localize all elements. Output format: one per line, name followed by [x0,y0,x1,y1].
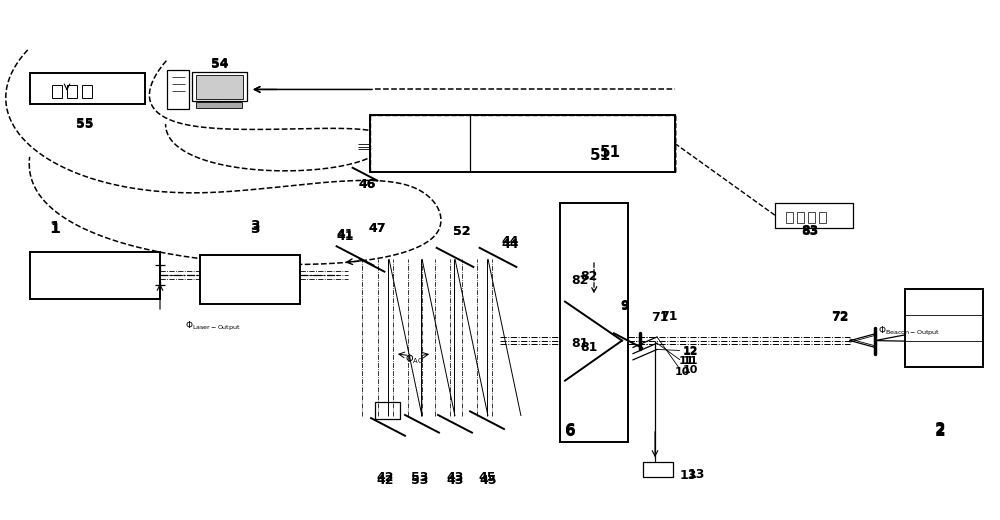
Text: 72: 72 [831,310,849,323]
Text: 10: 10 [683,365,698,375]
Text: 82: 82 [571,274,589,287]
Text: 54: 54 [211,57,229,70]
Text: 12: 12 [683,346,698,357]
Text: 55: 55 [76,118,94,131]
Text: 83: 83 [801,225,819,238]
Text: 10: 10 [674,367,690,377]
Bar [82,85,92,98]
Text: 47: 47 [368,222,386,235]
Text: $\Phi_{\rm Laser-Output}$: $\Phi_{\rm Laser-Output}$ [185,320,241,333]
Bar [30,252,160,299]
Text: $\Phi_{\rm AO}$: $\Phi_{\rm AO}$ [405,352,425,366]
Text: 54: 54 [211,58,229,71]
Text: 71: 71 [651,310,669,323]
Text: 44: 44 [501,235,519,249]
Text: 71: 71 [660,309,678,322]
Text: 45: 45 [478,471,496,484]
Text: 3: 3 [250,222,260,236]
Text: 41: 41 [336,230,354,243]
Text: 11: 11 [678,356,694,367]
Text: 12: 12 [682,346,698,356]
Bar [797,212,804,223]
Text: 11: 11 [683,356,698,366]
Text: 53: 53 [411,471,429,484]
Text: 13: 13 [679,469,697,483]
Text: 43: 43 [446,471,464,484]
Text: $\Phi_{\rm Beacon-Output}$: $\Phi_{\rm Beacon-Output}$ [878,324,940,337]
Text: 83: 83 [801,225,819,237]
Text: 1: 1 [50,222,60,236]
Text: 72: 72 [831,309,849,322]
Text: 53: 53 [411,474,429,488]
Text: 46: 46 [358,178,376,191]
Bar [196,75,243,99]
Text: 51: 51 [589,149,611,163]
Text: 42: 42 [376,474,394,488]
Text: 42: 42 [376,471,394,484]
Text: 9: 9 [621,300,629,312]
Bar [192,72,247,101]
Text: 13: 13 [688,468,705,480]
Text: 46: 46 [358,178,376,191]
Bar [375,402,400,419]
Text: 6: 6 [565,423,575,437]
Bar [52,85,62,98]
Text: 41: 41 [336,228,354,240]
Text: 81: 81 [571,337,589,349]
Bar [167,70,189,109]
Bar [370,115,675,172]
Bar [808,212,815,223]
Text: 55: 55 [76,117,94,130]
Text: 2: 2 [935,424,945,439]
Text: 1: 1 [50,222,60,236]
Text: 45: 45 [479,474,497,488]
Text: 47: 47 [368,222,386,235]
Bar [67,85,77,98]
Bar [819,212,826,223]
Text: 2: 2 [935,422,945,436]
Text: 81: 81 [580,341,597,354]
Bar [905,289,983,367]
Bar [200,255,300,304]
Text: 43: 43 [446,474,464,488]
Text: 6: 6 [565,424,575,439]
Bar [643,462,673,477]
Bar [786,212,793,223]
Text: 52: 52 [453,225,471,238]
Bar [775,203,853,228]
Text: 51: 51 [600,146,621,160]
Bar [560,203,628,442]
Text: 82: 82 [580,270,597,283]
Bar [196,102,242,108]
Bar [30,73,145,104]
Text: 52: 52 [453,225,471,238]
Text: 3: 3 [250,219,260,233]
Text: 44: 44 [501,238,519,251]
Text: 9: 9 [621,301,629,313]
